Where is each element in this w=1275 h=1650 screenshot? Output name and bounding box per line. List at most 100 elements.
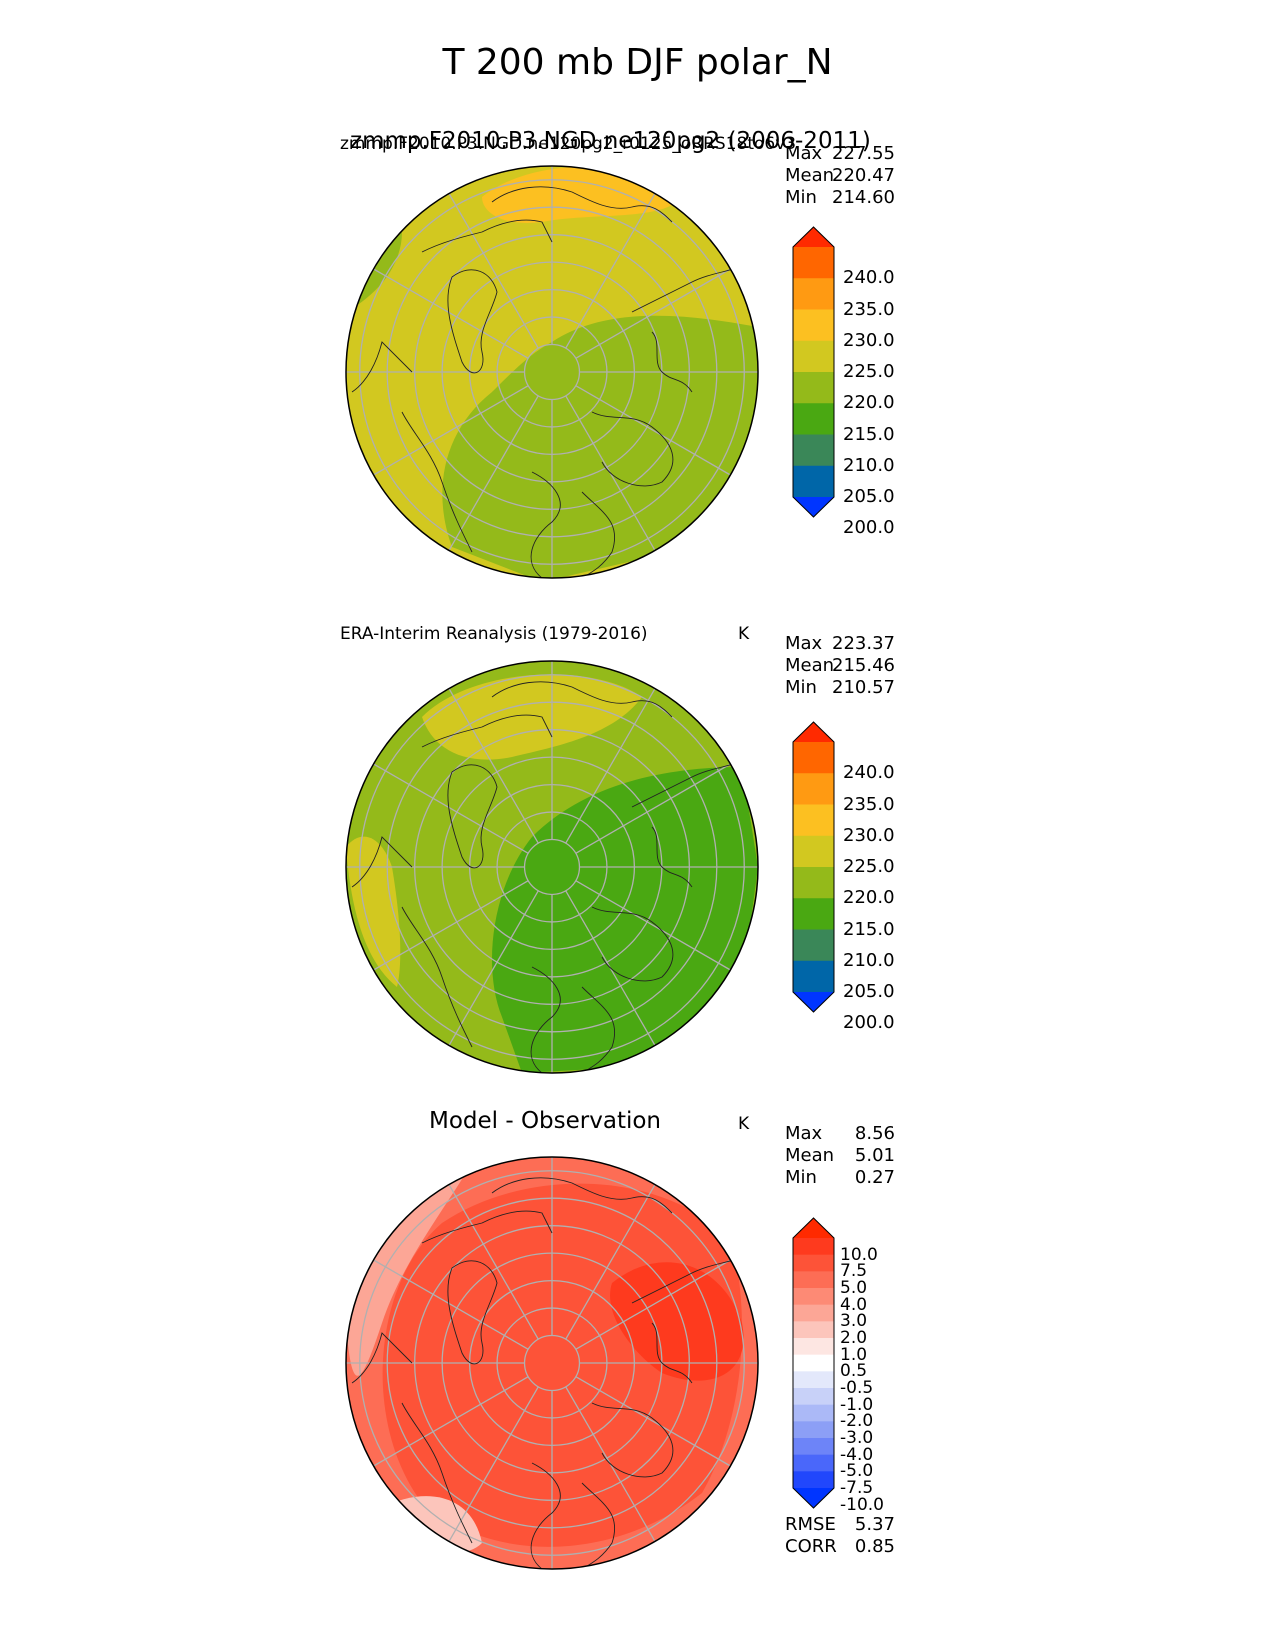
map3-meridian (448, 1184, 539, 1340)
coastline (591, 411, 674, 487)
colorbar-3-tick-label: -2.0 (840, 1411, 874, 1432)
panel2-min-value: 210.57 (832, 677, 895, 698)
colorbar-extend-top (793, 227, 834, 247)
colorbar-3-tick-label: -1.0 (840, 1394, 874, 1415)
colorbar-cell (793, 1471, 834, 1489)
colorbar-cell (793, 929, 834, 962)
coastline (351, 1332, 413, 1384)
panel3-min-value: 0.27 (854, 1167, 895, 1188)
colorbar-cell (793, 773, 834, 805)
colorbar-cell (793, 1304, 834, 1322)
colorbar-2 (792, 721, 835, 1013)
map1-meridian (565, 193, 656, 349)
map3-meridian (373, 1376, 529, 1467)
colorbar-3-tick-label: -0.5 (840, 1378, 874, 1398)
colorbar-2-tick-label: 215.0 (843, 918, 895, 940)
colorbar-cell (793, 1321, 834, 1339)
colorbar-3 (792, 1217, 835, 1509)
colorbar-3-tick-label: -10.0 (840, 1494, 884, 1515)
panel1-mean-label: Mean (785, 165, 835, 186)
coastline (530, 966, 561, 1073)
panel2-min-label: Min (785, 677, 817, 698)
map3-region-3 (346, 1163, 472, 1376)
colorbar-3-tick-label: 10.0 (840, 1244, 878, 1265)
colorbar-cell (793, 1438, 834, 1456)
colorbar-3-tick-label: 1.0 (840, 1344, 868, 1365)
colorbar-cell (793, 898, 834, 930)
coastline (351, 341, 413, 393)
colorbar-cell (793, 804, 834, 837)
colorbar-cell (793, 372, 834, 404)
map3-coastlines (351, 1177, 753, 1569)
colorbar-cell (793, 867, 834, 899)
map2-meridian (575, 763, 731, 854)
colorbar-1 (792, 226, 835, 518)
coastline (491, 186, 673, 223)
colorbar-2-tick-label: 240.0 (843, 762, 895, 784)
colorbar-3-tick-label: -3.0 (840, 1428, 874, 1448)
colorbar-cell (793, 340, 834, 373)
map1-meridian (448, 193, 539, 349)
colorbar-2-tick-label: 225.0 (843, 856, 895, 877)
colorbar-2-tick-label: 210.0 (843, 949, 895, 971)
colorbar-cell (793, 1421, 834, 1439)
panel1-max-value: 227.55 (832, 143, 895, 164)
colorbar-cell (793, 1354, 834, 1372)
panel1-title-center: zmmp.F2010.P3.NGD.ne120pg2 (2006-2011) (350, 128, 871, 154)
coastline (530, 471, 561, 578)
colorbar-extend-top (793, 1218, 834, 1238)
colorbar-3-tick-label: -7.5 (840, 1478, 874, 1498)
coastline (530, 1462, 561, 1569)
coastline (591, 1402, 674, 1478)
map3-meridian (575, 1376, 731, 1467)
map2-meridian (448, 890, 539, 1046)
polar-map-2 (345, 660, 759, 1074)
panel3-title-center: Model - Observation (428, 1108, 662, 1134)
panel3-mean-value: 5.01 (854, 1145, 895, 1166)
colorbar-2-tick-label: 235.0 (843, 793, 895, 815)
map3-outline (345, 1156, 759, 1570)
colorbar-cell (793, 1338, 834, 1356)
map2-meridian (565, 688, 656, 844)
coastline (421, 1210, 553, 1244)
colorbar-cell (793, 434, 834, 467)
colorbar-1-tick-label: 215.0 (843, 423, 895, 445)
colorbar-cell (793, 835, 834, 868)
colorbar-outline (792, 721, 835, 1013)
main-title: T 200 mb DJF polar_N (442, 42, 833, 83)
colorbar-cell (793, 278, 834, 310)
map2-region-1 (492, 767, 758, 1073)
colorbar-cell (793, 247, 834, 279)
colorbar-cell (793, 742, 834, 774)
panel3-min-label: Min (785, 1167, 817, 1188)
map1-meridian (575, 385, 731, 476)
colorbar-cell (793, 1288, 834, 1306)
colorbar-1-tick-label: 220.0 (843, 392, 895, 414)
map3-meridian (373, 1259, 529, 1350)
panel1-stats: Max 227.55 Mean 220.47 Min 214.60 (785, 143, 915, 213)
colorbar-3-tick-label: 4.0 (840, 1294, 868, 1315)
panel3-stats: Max 8.56 Mean 5.01 Min 0.27 (785, 1123, 915, 1193)
colorbar-3-tick-label: 7.5 (840, 1261, 868, 1282)
colorbar-1-tick-label: 240.0 (843, 267, 895, 289)
colorbar-3-tick-label: 0.5 (840, 1361, 868, 1382)
coastline (491, 1177, 673, 1214)
colorbar-cell (793, 465, 834, 498)
coastline (447, 1260, 498, 1365)
colorbar-outline (792, 1217, 835, 1509)
corr-value: 0.85 (854, 1536, 895, 1557)
map1-outline (345, 165, 759, 579)
colorbar-cell (793, 309, 834, 342)
map3-meridian (565, 1184, 656, 1340)
colorbar-cell (793, 1271, 834, 1289)
colorbar-2-tick-label: 220.0 (843, 887, 895, 909)
coastline (591, 906, 674, 982)
corr-label: CORR (785, 1536, 837, 1557)
panel1-max-label: Max (785, 143, 823, 164)
coastline (421, 219, 553, 253)
colorbar-3-tick-label: -4.0 (840, 1444, 874, 1465)
coastline (447, 764, 498, 869)
coastline (581, 1482, 616, 1569)
panel3-mean-label: Mean (785, 1145, 835, 1166)
